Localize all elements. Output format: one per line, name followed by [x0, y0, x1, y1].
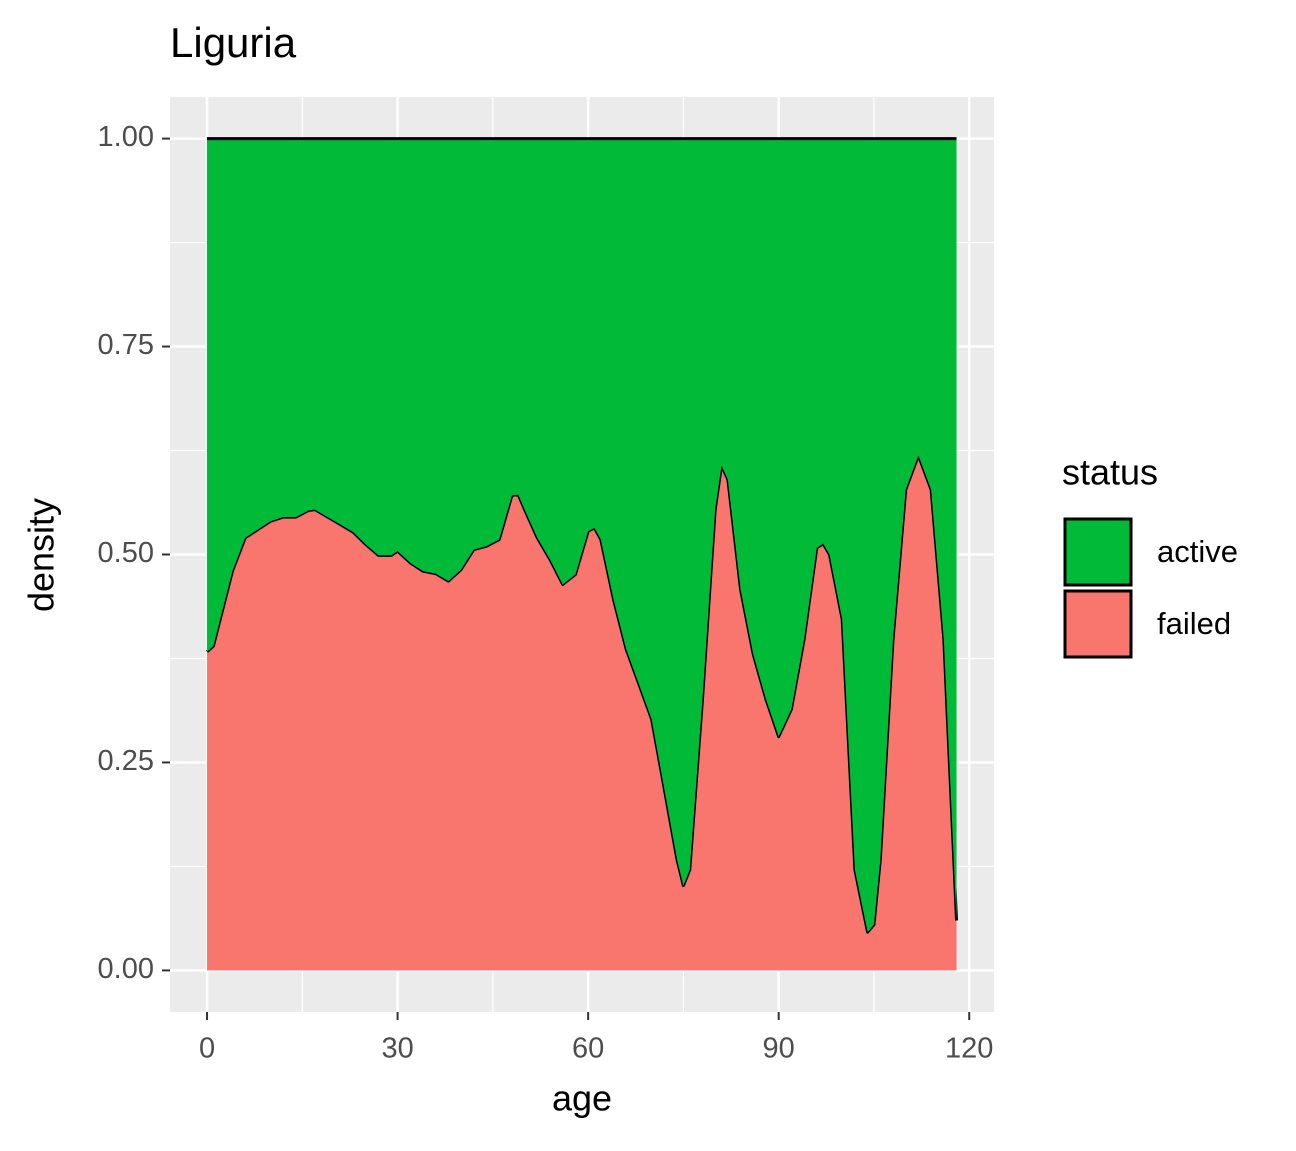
legend-key — [1063, 517, 1133, 587]
legend-label: failed — [1157, 606, 1231, 641]
y-axis-title: density — [21, 498, 62, 612]
x-axis-title: age — [552, 1078, 612, 1119]
areas — [206, 137, 959, 971]
y-tick-label: 0.50 — [98, 537, 154, 569]
legend: status active failed — [1062, 452, 1238, 659]
x-tick-label: 90 — [763, 1033, 795, 1065]
axes: 0 30 60 90 120 0.00 0.25 0.50 0.75 1.00 — [98, 121, 994, 1064]
x-tick-label: 60 — [572, 1033, 604, 1065]
legend-title: status — [1062, 452, 1158, 493]
legend-key — [1063, 589, 1133, 659]
area — [207, 138, 957, 933]
chart-title: Liguria — [170, 19, 297, 66]
y-tick-label: 1.00 — [98, 121, 154, 153]
x-tick-label: 120 — [945, 1033, 993, 1065]
x-tick-label: 30 — [381, 1033, 413, 1065]
x-tick-label: 0 — [199, 1033, 215, 1065]
area — [207, 455, 957, 971]
y-tick-label: 0.25 — [98, 745, 154, 777]
legend-label: active — [1157, 534, 1238, 569]
y-tick-label: 0.75 — [98, 329, 154, 361]
y-tick-label: 0.00 — [98, 953, 154, 985]
